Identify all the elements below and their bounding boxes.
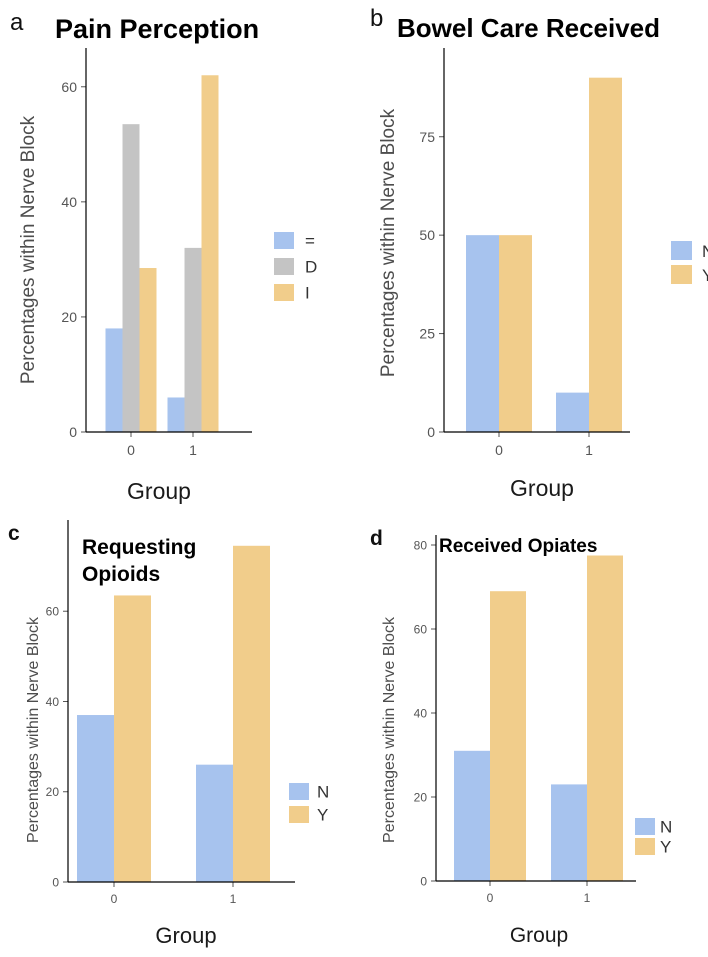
y-tick-label: 60 <box>46 605 60 619</box>
legend-label-Y: Y <box>702 266 708 285</box>
legend-label-N: N <box>660 817 672 836</box>
y-tick-label: 0 <box>427 424 435 440</box>
x-axis-label: Group <box>155 923 216 948</box>
x-tick-label: 1 <box>230 892 237 906</box>
chart-title: Requesting Opioids <box>82 536 202 586</box>
legend-label-N: N <box>317 782 329 801</box>
chart-title: Received Opiates <box>439 536 597 557</box>
bar-Y-group-0 <box>499 235 532 432</box>
y-tick-label: 20 <box>46 785 60 799</box>
legend-swatch-I <box>274 284 294 301</box>
y-tick-label: 40 <box>61 194 77 210</box>
y-tick-label: 20 <box>414 790 428 804</box>
y-tick-label: 50 <box>419 227 435 243</box>
legend-swatch-D <box>274 258 294 275</box>
bar-Y-group-0 <box>490 591 526 881</box>
x-tick-label: 1 <box>585 442 593 458</box>
title-line-2: Opioids <box>82 563 160 586</box>
x-axis-label: Group <box>127 478 191 504</box>
plot-area: 0 25 50 75 0 1 NY <box>419 48 708 458</box>
plot-area: 0 20 40 60 0 1 NY <box>46 520 329 906</box>
x-tick-label: 0 <box>111 892 118 906</box>
panel-letter-b: b <box>370 5 383 32</box>
y-tick-label: 25 <box>419 326 435 342</box>
legend-swatch-N <box>289 783 309 800</box>
legend-label-I: I <box>305 283 310 302</box>
legend-swatch-Y <box>289 806 309 823</box>
bar-D-group-1 <box>184 247 202 432</box>
legend-label-=: = <box>305 231 315 250</box>
bar-N-group-0 <box>77 715 114 882</box>
title-line-1: Requesting <box>82 536 196 559</box>
bar-N-group-1 <box>556 392 589 432</box>
y-axis-label: Percentages within Nerve Block <box>378 108 399 377</box>
legend-swatch-Y <box>671 265 692 284</box>
chart-panel-c: c Requesting Opioids Percentages within … <box>8 520 329 948</box>
y-tick-label: 0 <box>420 874 427 888</box>
bar-I-group-1 <box>201 75 219 432</box>
y-axis-label: Percentages within Nerve Block <box>25 616 42 843</box>
bar-Y-group-1 <box>589 77 622 433</box>
y-tick-label: 20 <box>61 309 77 325</box>
x-axis-label: Group <box>510 475 574 501</box>
bar-Y-group-1 <box>233 545 270 882</box>
legend-label-Y: Y <box>317 805 328 824</box>
bar-D-group-0 <box>122 124 140 433</box>
y-tick-label: 75 <box>419 129 435 145</box>
legend-swatch-Y <box>635 838 655 855</box>
panel-letter-d: d <box>370 527 383 550</box>
bar-N-group-0 <box>454 750 490 881</box>
bar-Y-group-1 <box>587 555 623 881</box>
y-axis-label: Percentages within Nerve Block <box>381 616 398 843</box>
x-tick-label: 0 <box>487 891 494 905</box>
legend-label-N: N <box>702 242 708 261</box>
chart-panel-a: a Pain Perception Percentages within Ner… <box>10 9 317 504</box>
y-axis-label: Percentages within Nerve Block <box>18 115 39 384</box>
bar-=-group-0 <box>105 328 123 432</box>
y-tick-label: 60 <box>414 622 428 636</box>
x-tick-label: 1 <box>584 891 591 905</box>
bar-N-group-1 <box>196 764 233 882</box>
y-tick-label: 0 <box>69 424 77 440</box>
y-tick-label: 60 <box>61 79 77 95</box>
x-axis-label: Group <box>510 924 568 947</box>
y-tick-label: 40 <box>46 695 60 709</box>
legend-label-D: D <box>305 257 317 276</box>
x-tick-label: 1 <box>189 442 197 458</box>
y-tick-label: 80 <box>414 538 428 552</box>
bar-N-group-0 <box>466 235 499 432</box>
chart-title: Pain Perception <box>55 14 259 44</box>
plot-area: 0 20 40 60 0 1 = DI <box>61 48 317 458</box>
panel-letter-c: c <box>8 522 20 545</box>
chart-panel-d: d Received Opiates Percentages within Ne… <box>370 527 672 947</box>
chart-panel-b: b Bowel Care Received Percentages within… <box>370 5 708 501</box>
plot-area: 0 20 40 60 80 0 1 NY <box>414 535 672 905</box>
bar-N-group-1 <box>551 784 587 881</box>
y-tick-label: 40 <box>414 706 428 720</box>
legend-swatch-N <box>671 241 692 260</box>
legend-label-Y: Y <box>660 837 671 856</box>
bar-I-group-0 <box>139 268 157 432</box>
chart-title: Bowel Care Received <box>397 13 660 43</box>
x-tick-label: 0 <box>127 442 135 458</box>
panel-letter-a: a <box>10 9 24 36</box>
x-tick-label: 0 <box>495 442 503 458</box>
bar-Y-group-0 <box>114 595 151 882</box>
y-tick-label: 0 <box>52 875 59 889</box>
legend-swatch-N <box>635 818 655 835</box>
bar-=-group-1 <box>167 397 185 432</box>
legend-swatch-= <box>274 232 294 249</box>
